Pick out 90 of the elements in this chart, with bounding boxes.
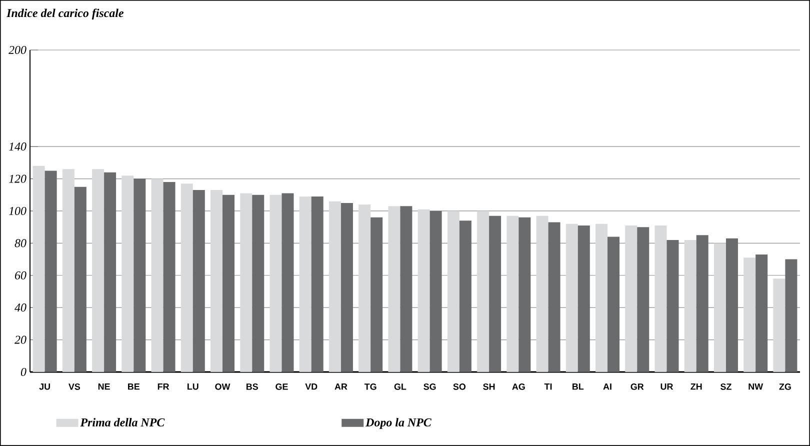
x-tick-label: TI [544, 384, 552, 390]
x-tick-label: NE [98, 384, 110, 390]
bar [459, 220, 472, 372]
bar [506, 216, 519, 372]
y-tick-label: 120 [8, 174, 26, 183]
x-tick-label: SZ [720, 384, 732, 390]
bar [489, 216, 502, 372]
bar [328, 201, 341, 372]
x-tick-label: AR [334, 384, 348, 390]
bar [744, 258, 756, 372]
bar [122, 176, 134, 372]
y-tick-label: 40 [14, 304, 26, 312]
bar [240, 193, 252, 372]
x-tick-label: BS [246, 384, 258, 390]
x-tick-label: BL [572, 384, 584, 390]
bar [608, 236, 620, 372]
legend-label: Prima della NPC [80, 418, 165, 426]
x-tick-label: FR [158, 384, 170, 390]
bar [637, 227, 650, 372]
bar [578, 225, 590, 372]
x-tick-label: SH [483, 384, 495, 390]
x-tick-label: SO [453, 384, 466, 390]
x-tick-label: SG [424, 384, 436, 390]
bar [299, 196, 312, 372]
x-tick-label: BE [128, 384, 140, 390]
bar [654, 225, 667, 372]
bar [192, 190, 205, 372]
bar [596, 224, 608, 372]
bar [566, 224, 578, 372]
bar [536, 216, 548, 372]
y-tick-label: 20 [14, 336, 26, 344]
bar [684, 240, 696, 372]
bar [180, 184, 193, 372]
bar [210, 190, 223, 372]
bar [282, 193, 294, 372]
bar [92, 169, 104, 372]
bar [696, 235, 708, 372]
bar [74, 186, 86, 372]
y-tick-label: 0 [20, 368, 26, 376]
x-tick-label: ZH [690, 384, 702, 390]
bar [340, 202, 353, 372]
y-tick-label: 60 [15, 271, 26, 280]
bar [358, 204, 371, 372]
bar [418, 209, 430, 372]
bar [388, 206, 400, 372]
x-tick-label: ZG [779, 384, 791, 390]
y-tick-label: 200 [8, 46, 26, 54]
bar [518, 217, 531, 372]
x-tick-label: NW [748, 384, 764, 390]
bar [270, 194, 282, 372]
bar [44, 170, 57, 372]
bar [62, 169, 74, 372]
x-tick-label: GR [630, 384, 644, 390]
x-tick-label: VD [305, 384, 318, 390]
bar [666, 240, 679, 372]
y-tick-label: 100 [8, 206, 26, 216]
bar [370, 217, 383, 372]
chart-title: Indice del carico fiscale [6, 8, 124, 20]
bar [311, 196, 324, 372]
y-tick-label: 80 [14, 239, 26, 248]
x-tick-label: GE [276, 384, 288, 390]
bar [548, 222, 560, 372]
y-tick-label: 140 [8, 142, 26, 151]
bar [151, 178, 164, 372]
bar [756, 254, 768, 372]
bar [477, 210, 490, 372]
bar [252, 194, 264, 372]
bar [400, 206, 412, 372]
legend-label: Dopo la NPC [366, 418, 432, 429]
x-tick-label: TG [364, 384, 376, 390]
x-tick-label: VS [68, 384, 80, 390]
bar [773, 278, 786, 372]
x-tick-label: LU [188, 384, 198, 390]
bar [222, 194, 235, 372]
bar [714, 243, 726, 372]
bar [625, 225, 638, 372]
x-tick-label: GL [394, 384, 406, 390]
bar [104, 172, 116, 372]
x-tick-label: OW [215, 384, 230, 390]
x-tick-label: AI [603, 384, 612, 390]
bar [32, 166, 45, 372]
bar [134, 178, 146, 372]
x-tick-label: JU [39, 384, 50, 390]
bar [785, 259, 798, 372]
x-tick-label: UR [660, 384, 674, 390]
x-tick-label: AG [512, 384, 525, 390]
bar [726, 238, 738, 372]
bar [447, 210, 460, 372]
bar [163, 182, 176, 372]
bar [430, 210, 442, 372]
